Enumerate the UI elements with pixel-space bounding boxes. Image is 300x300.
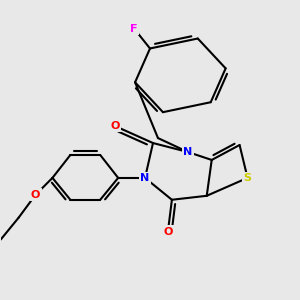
Text: O: O <box>31 190 40 200</box>
Text: F: F <box>130 24 138 34</box>
Text: O: O <box>163 226 172 237</box>
Text: N: N <box>140 173 150 183</box>
Text: S: S <box>244 173 251 183</box>
Text: N: N <box>183 147 192 157</box>
Text: O: O <box>110 121 120 131</box>
